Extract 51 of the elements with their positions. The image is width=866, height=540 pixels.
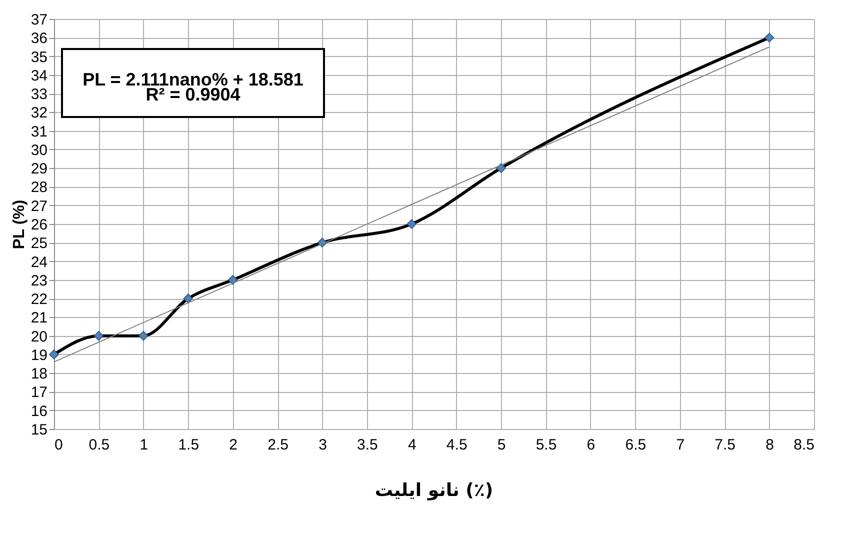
y-tick-label: 20 bbox=[30, 328, 48, 346]
y-tick-label: 25 bbox=[30, 235, 48, 252]
y-tick-label: 18 bbox=[30, 366, 48, 383]
y-tick-label: 36 bbox=[30, 30, 48, 48]
x-tick-label: 0 bbox=[54, 436, 63, 454]
y-tick-label: 32 bbox=[30, 104, 48, 122]
point bbox=[49, 350, 59, 360]
x-tick-label: 5.5 bbox=[536, 436, 557, 454]
y-tick-label: 24 bbox=[30, 254, 48, 271]
x-tick-label: 6 bbox=[586, 436, 596, 454]
point bbox=[94, 330, 104, 341]
y-tick-label: 27 bbox=[30, 198, 48, 215]
y-tick-label: 19 bbox=[30, 346, 48, 364]
y-tick-label: 16 bbox=[30, 402, 48, 420]
annotation: R² = 0.9904 bbox=[146, 84, 240, 104]
x-tick-label: 4 bbox=[408, 436, 416, 454]
y-tick-label: 33 bbox=[30, 86, 48, 104]
y-tick-label: 30 bbox=[30, 142, 48, 159]
y-tick-label: 17 bbox=[30, 384, 48, 402]
x-tick-label: 3 bbox=[318, 436, 327, 454]
x-tick-label: 7 bbox=[676, 436, 685, 454]
point bbox=[183, 294, 193, 304]
x-tick-label: 7.5 bbox=[714, 436, 736, 454]
x-tick-label: 5 bbox=[497, 436, 506, 454]
x-axis-title: نانو ایلیت (٪) bbox=[374, 480, 494, 501]
y-tick-label: 15 bbox=[30, 422, 48, 438]
x-tick-label: 3.5 bbox=[357, 436, 378, 454]
x-tick-label: 2 bbox=[229, 436, 238, 454]
y-tick-label: 23 bbox=[30, 272, 48, 290]
x-tick-label: 2.5 bbox=[268, 436, 288, 454]
y-tick-label: 28 bbox=[30, 179, 48, 196]
point bbox=[138, 330, 148, 341]
y-tick-label: 22 bbox=[30, 291, 48, 308]
x-tick-label: 1 bbox=[140, 436, 148, 454]
y-tick-label: 31 bbox=[30, 123, 48, 140]
y-tick-label: 21 bbox=[30, 310, 48, 327]
point bbox=[406, 219, 417, 229]
x-tick-label: 1.5 bbox=[178, 436, 200, 454]
point bbox=[228, 275, 238, 285]
y-tick-label: 26 bbox=[30, 216, 48, 234]
x-tick-label: 8.5 bbox=[794, 436, 814, 454]
x-tick-label: 6.5 bbox=[625, 436, 646, 454]
y-tick-label: 37 bbox=[30, 12, 48, 28]
x-tick-label: 8 bbox=[766, 436, 774, 454]
y-axis-title: PL (%) bbox=[10, 200, 28, 250]
y-tick-label: 29 bbox=[30, 160, 48, 178]
x-tick-label: 4.5 bbox=[446, 436, 468, 454]
point bbox=[764, 32, 774, 43]
y-tick-label: 34 bbox=[30, 67, 48, 84]
y-tick-label: 35 bbox=[30, 48, 48, 66]
x-tick-label: 0.5 bbox=[88, 436, 110, 454]
